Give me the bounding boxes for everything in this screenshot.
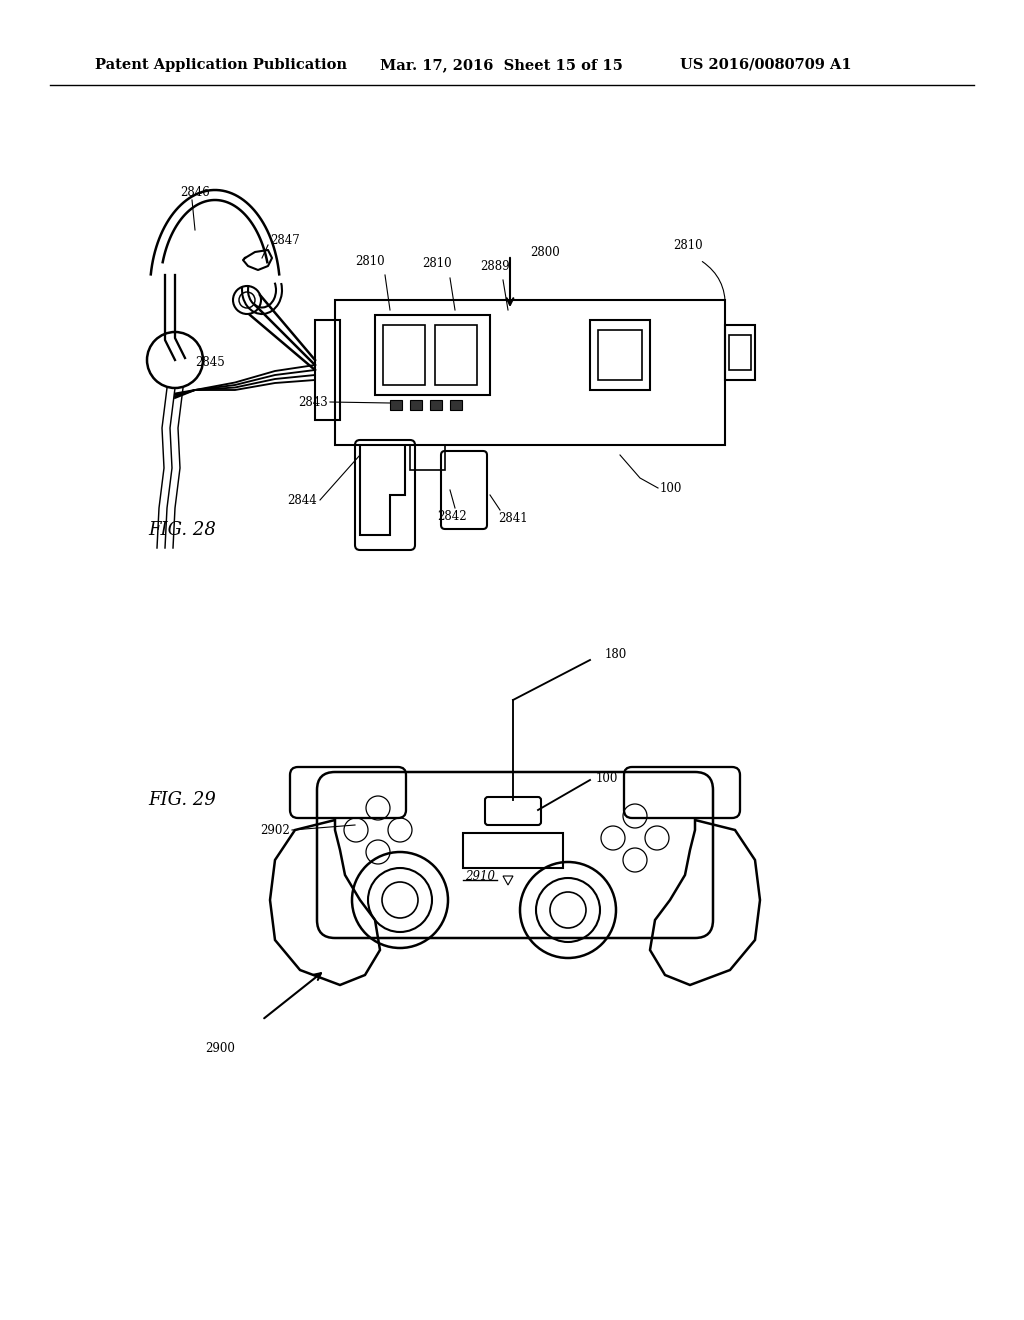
Text: 100: 100 bbox=[596, 771, 618, 784]
Text: 2847: 2847 bbox=[270, 234, 300, 247]
Text: 2845: 2845 bbox=[195, 355, 224, 368]
Text: 2846: 2846 bbox=[180, 186, 210, 199]
Text: 2843: 2843 bbox=[298, 396, 328, 408]
Text: 180: 180 bbox=[605, 648, 628, 661]
Text: 2800: 2800 bbox=[530, 246, 560, 259]
Text: 2842: 2842 bbox=[437, 510, 467, 523]
Bar bbox=[463, 833, 563, 869]
Bar bbox=[598, 330, 642, 380]
Text: 100: 100 bbox=[660, 482, 682, 495]
Text: 2889: 2889 bbox=[480, 260, 510, 273]
Text: FIG. 28: FIG. 28 bbox=[148, 521, 216, 539]
Bar bbox=[729, 335, 751, 370]
Text: FIG. 29: FIG. 29 bbox=[148, 791, 216, 809]
Text: Patent Application Publication: Patent Application Publication bbox=[95, 58, 347, 73]
Text: US 2016/0080709 A1: US 2016/0080709 A1 bbox=[680, 58, 852, 73]
Bar bbox=[375, 315, 490, 395]
Bar bbox=[430, 400, 442, 411]
Text: 2810: 2810 bbox=[673, 239, 702, 252]
Text: 2910: 2910 bbox=[465, 870, 495, 883]
Text: 2902: 2902 bbox=[260, 824, 290, 837]
Bar bbox=[315, 319, 340, 420]
Text: 2844: 2844 bbox=[288, 494, 317, 507]
Bar bbox=[450, 400, 462, 411]
Bar bbox=[383, 325, 425, 385]
Bar bbox=[725, 325, 755, 380]
Text: 2841: 2841 bbox=[498, 512, 527, 525]
Text: 2900: 2900 bbox=[205, 1041, 234, 1055]
Text: 2810: 2810 bbox=[422, 257, 452, 271]
Bar bbox=[435, 325, 477, 385]
Bar bbox=[590, 319, 650, 389]
Bar bbox=[410, 400, 422, 411]
Text: Mar. 17, 2016  Sheet 15 of 15: Mar. 17, 2016 Sheet 15 of 15 bbox=[380, 58, 623, 73]
Text: 2810: 2810 bbox=[355, 255, 385, 268]
Bar bbox=[410, 445, 445, 470]
Bar bbox=[390, 400, 402, 411]
Bar bbox=[335, 300, 725, 445]
